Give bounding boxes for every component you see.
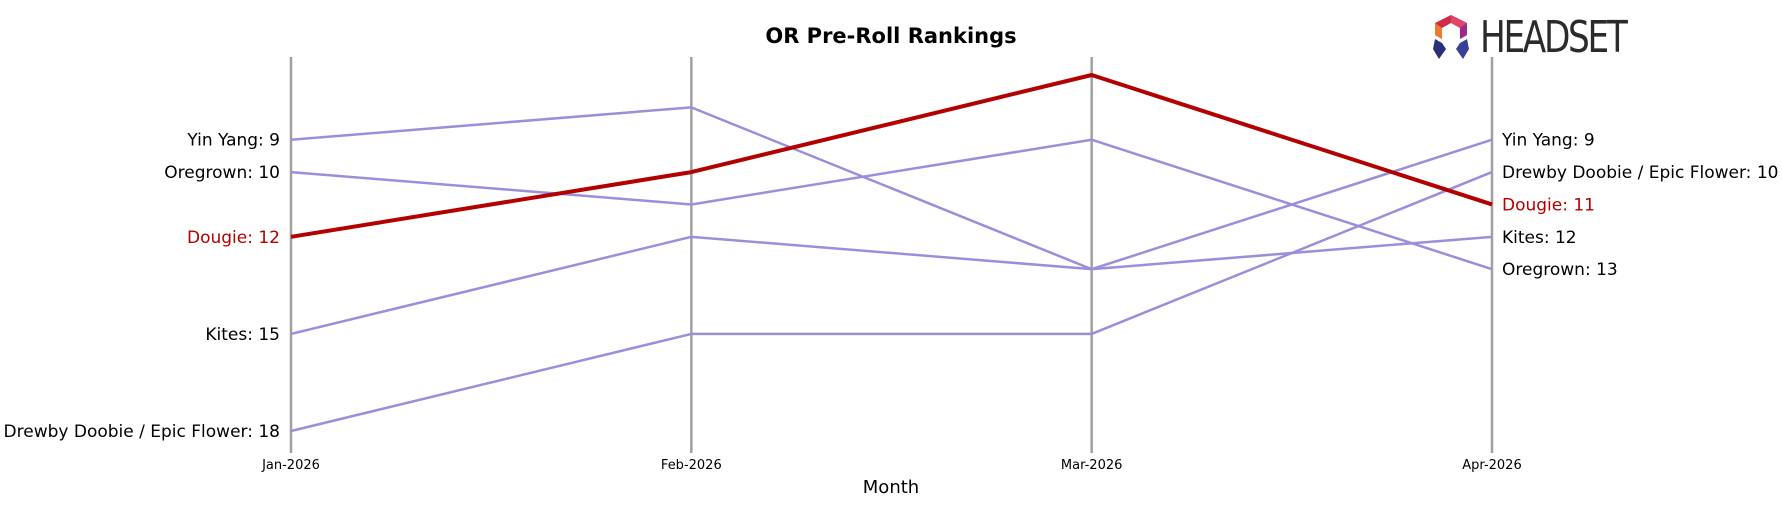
month-axis-lines <box>289 57 1494 453</box>
series-end-label: Drewby Doobie / Epic Flower: 10 <box>1502 163 1778 183</box>
series-line <box>290 73 1493 239</box>
series-end-label: Dougie: 11 <box>1502 195 1595 215</box>
headset-logo-icon <box>1433 15 1469 59</box>
series-end-label: Oregrown: 13 <box>1502 260 1618 280</box>
x-tick-label: Jan-2026 <box>261 458 320 473</box>
series-end-label: Yin Yang: 9 <box>1501 131 1595 151</box>
series-start-label: Kites: 15 <box>205 325 280 345</box>
x-tick-label: Mar-2026 <box>1061 458 1122 473</box>
x-tick-labels: Jan-2026 Feb-2026 Mar-2026 Apr-2026 <box>261 458 1522 473</box>
headset-logo: HEADSET <box>1428 11 1666 63</box>
series-labels: Yin Yang: 9 Yin Yang: 9 Oregrown: 10 Oregro… <box>4 131 1779 442</box>
series-line <box>290 138 1493 271</box>
headset-wordmark: HEADSET <box>1480 11 1628 63</box>
x-axis-label: Month <box>863 477 919 498</box>
series-end-label: Kites: 12 <box>1502 228 1577 248</box>
series-line <box>290 235 1493 336</box>
series-start-label: Drewby Doobie / Epic Flower: 18 <box>4 422 280 442</box>
series-start-label: Oregrown: 10 <box>164 163 280 183</box>
series-lines <box>290 73 1493 433</box>
series-start-label: Dougie: 12 <box>187 228 280 248</box>
series-start-label: Yin Yang: 9 <box>186 131 280 151</box>
chart-title: OR Pre-Roll Rankings <box>765 24 1016 48</box>
x-tick-label: Feb-2026 <box>661 458 722 473</box>
series-line <box>290 170 1493 433</box>
x-tick-label: Apr-2026 <box>1462 458 1521 473</box>
